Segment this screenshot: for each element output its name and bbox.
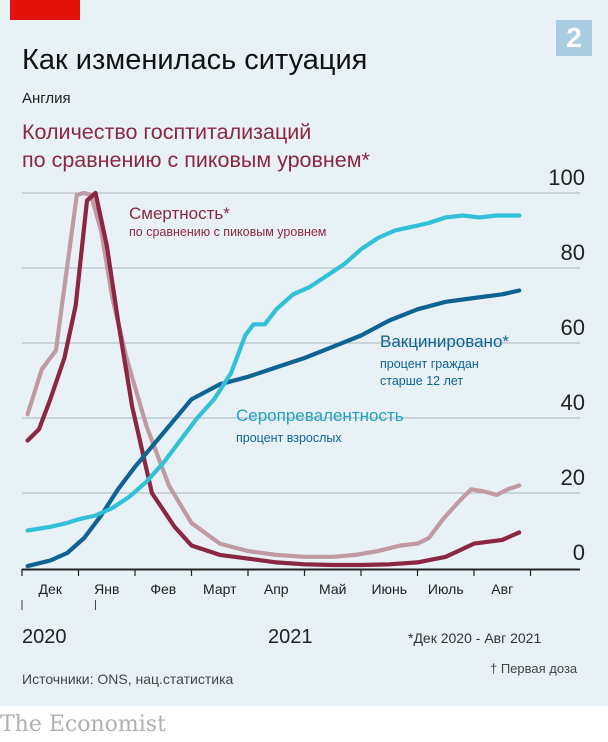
y-tick-label: 0 — [573, 540, 585, 565]
deaths-annotation-title: Смертность* — [129, 204, 230, 223]
chart-subtitle: Англия — [22, 90, 71, 107]
y-tick-labels: 0 20 40 60 80 100 — [548, 165, 585, 565]
x-tick-label: Янв — [94, 581, 119, 597]
y-tick-label: 100 — [548, 165, 585, 190]
x-tick-label: Июль — [428, 581, 464, 597]
x-tick-label: Март — [203, 581, 237, 597]
sources-footnote: Источники: ONS, нац.статистика — [22, 671, 234, 687]
deaths-annotation-subtitle: по сравнению с пиковым уровнем — [129, 225, 326, 239]
x-tick-label: Апр — [264, 581, 289, 597]
y-tick-label: 80 — [561, 240, 585, 265]
deaths-line — [25, 190, 522, 568]
x-axis — [21, 568, 580, 610]
x-tick-label: Май — [319, 581, 346, 597]
series-annotations: Смертность* по сравнению с пиковым уровн… — [129, 204, 509, 445]
vaccinated-annotation-line2: старше 12 лет — [380, 374, 463, 388]
hospitalisations-label-line1: Количество госптитализаций — [22, 120, 312, 144]
line-chart: 0 20 40 60 80 100 Дек Янв Фев Март Апр Май Июнь Июль… — [21, 165, 585, 648]
x-tick-labels: Дек Янв Фев Март Апр Май Июнь Июль Авг — [39, 581, 514, 597]
page-number-badge: 2 — [556, 20, 592, 56]
seroprevalence-line — [25, 213, 522, 533]
hospitalisations-line — [25, 190, 522, 559]
economist-logo: The Economist — [0, 712, 166, 737]
hospitalisations-label-line2: по сравнению с пиковым уровнем* — [22, 148, 370, 172]
vaccinated-annotation-title: Вакцинировано* — [380, 332, 509, 351]
chart-title: Как изменилась ситуация — [22, 44, 368, 76]
year-label-2020: 2020 — [22, 626, 67, 648]
y-tick-label: 40 — [561, 390, 585, 415]
vaccinated-line — [25, 288, 522, 569]
period-footnote: *Дек 2020 - Авг 2021 — [408, 630, 542, 646]
brand-red-tab — [10, 0, 80, 20]
x-tick-label: Дек — [39, 581, 63, 597]
y-tick-label: 20 — [561, 465, 585, 490]
x-tick-label: Авг — [491, 581, 513, 597]
chart-card — [0, 0, 608, 706]
seroprevalence-annotation-subtitle: процент взрослых — [236, 431, 342, 445]
year-label-2021: 2021 — [268, 626, 313, 648]
y-tick-label: 60 — [561, 315, 585, 340]
series-lines — [25, 190, 522, 569]
year-labels: 2020 2021 — [22, 626, 313, 648]
first-dose-footnote: † Первая доза — [490, 661, 578, 676]
seroprevalence-annotation-title: Серопревалентность — [236, 406, 404, 425]
vaccinated-annotation-line1: процент граждан — [380, 357, 479, 371]
x-tick-label: Июнь — [371, 581, 407, 597]
x-tick-label: Фев — [150, 581, 176, 597]
